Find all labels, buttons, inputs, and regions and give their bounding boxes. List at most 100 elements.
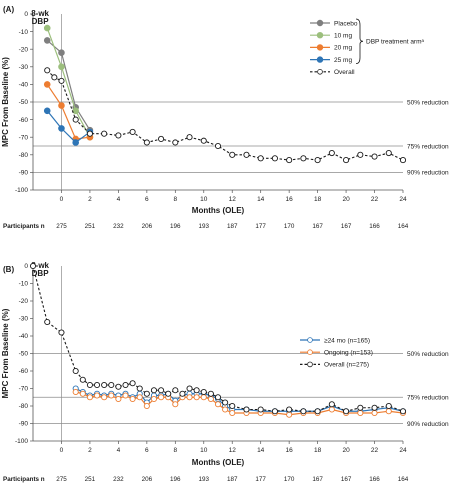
y-axis-title: MPC From Baseline (%) xyxy=(1,57,10,147)
data-point xyxy=(72,107,79,115)
data-point xyxy=(58,125,65,132)
data-point xyxy=(44,318,51,326)
y-tick-label: -40 xyxy=(19,333,29,340)
y-axis-title: MPC From Baseline (%) xyxy=(1,308,10,398)
x-tick-label: 22 xyxy=(371,447,379,454)
panel-b: (B) 50% reduction 75% reduction 90% reducti… xyxy=(1,261,449,483)
data-point xyxy=(286,406,293,413)
data-point xyxy=(172,387,179,394)
reference-line-label: 90% reduction xyxy=(407,421,449,428)
legend-marker xyxy=(316,19,324,27)
y-tick-label: -100 xyxy=(15,438,28,445)
x-axis-title: Months (OLE) xyxy=(192,458,245,467)
x-tick-label: 20 xyxy=(342,196,350,203)
period-label: DBP xyxy=(32,269,50,278)
participants-count: 187 xyxy=(227,476,238,483)
period-label: 8-wk xyxy=(31,261,49,270)
data-point xyxy=(58,77,65,84)
data-point xyxy=(43,107,51,115)
x-tick-label: 12 xyxy=(229,196,237,203)
y-tick-label: -70 xyxy=(19,386,29,393)
data-point xyxy=(300,155,307,162)
x-tick-label: 2 xyxy=(88,447,92,454)
participants-label: Participants n xyxy=(3,476,45,483)
data-point xyxy=(122,392,129,399)
data-point xyxy=(385,402,392,410)
data-point xyxy=(257,406,264,413)
data-point xyxy=(115,132,122,139)
data-point xyxy=(193,394,200,401)
participants-count: 187 xyxy=(227,223,238,230)
participants-count: 167 xyxy=(312,476,323,483)
participants-count: 170 xyxy=(284,476,295,483)
participants-count: 206 xyxy=(142,476,153,483)
participants-count: 167 xyxy=(341,223,352,230)
legend-marker xyxy=(316,56,324,63)
period-label: DBP xyxy=(32,17,50,26)
data-point xyxy=(29,262,37,270)
legend-marker xyxy=(316,44,324,51)
participants-count: 167 xyxy=(341,476,352,483)
data-point xyxy=(314,408,321,415)
data-point xyxy=(243,151,250,158)
data-point xyxy=(72,388,79,396)
data-point xyxy=(300,408,307,415)
y-tick-label: -20 xyxy=(19,298,29,305)
data-point xyxy=(200,137,207,144)
data-point xyxy=(58,49,65,57)
reference-line-label: 75% reduction xyxy=(407,395,449,402)
x-tick-label: 14 xyxy=(257,447,265,454)
y-tick-label: -30 xyxy=(19,64,29,71)
x-tick-label: 8 xyxy=(173,196,177,203)
data-point xyxy=(158,135,165,143)
y-tick-label: 0 xyxy=(24,11,28,18)
participants-label: Participants n xyxy=(3,223,45,230)
participants-count: 232 xyxy=(113,476,124,483)
data-point xyxy=(72,139,79,146)
participants-count: 177 xyxy=(255,476,266,483)
data-point xyxy=(43,37,51,44)
data-point xyxy=(271,408,278,415)
legend-bracket-label: DBP treatment armᵃ xyxy=(366,39,425,46)
data-point xyxy=(186,134,193,141)
data-point xyxy=(200,388,207,396)
data-point xyxy=(207,390,214,397)
data-point xyxy=(136,385,143,392)
data-point xyxy=(129,128,136,135)
data-point xyxy=(58,329,65,336)
participants-count: 196 xyxy=(170,223,181,230)
series-line xyxy=(46,84,90,140)
data-point xyxy=(93,392,101,399)
data-point xyxy=(115,383,122,390)
x-tick-label: 0 xyxy=(60,196,64,203)
y-tick-label: -70 xyxy=(19,134,29,141)
y-tick-label: 0 xyxy=(24,263,28,270)
y-tick-label: -10 xyxy=(19,29,29,36)
participants-count: 166 xyxy=(369,223,380,230)
series-line xyxy=(46,27,91,138)
legend-label: Overall xyxy=(334,69,355,76)
data-point xyxy=(343,157,350,164)
x-tick-label: 20 xyxy=(342,447,350,454)
x-tick-label: 2 xyxy=(88,196,92,203)
data-point xyxy=(399,157,407,164)
legend-label: 25 mg xyxy=(334,57,352,64)
reference-line-label: 75% reduction xyxy=(407,143,449,150)
participants-count: 164 xyxy=(398,476,409,483)
data-point xyxy=(122,381,129,389)
data-point xyxy=(385,149,392,157)
y-tick-label: -100 xyxy=(15,187,28,194)
data-point xyxy=(271,155,278,162)
x-tick-label: 18 xyxy=(314,196,322,203)
x-tick-label: 12 xyxy=(229,447,237,454)
legend-label: Placebo xyxy=(334,20,358,27)
data-point xyxy=(343,408,350,415)
data-point xyxy=(399,408,407,415)
legend-marker xyxy=(317,69,323,75)
y-tick-label: -30 xyxy=(19,316,29,323)
data-point xyxy=(229,409,236,417)
y-tick-label: -90 xyxy=(19,421,29,428)
data-point xyxy=(186,394,193,401)
data-point xyxy=(314,157,321,164)
data-point xyxy=(101,130,108,137)
